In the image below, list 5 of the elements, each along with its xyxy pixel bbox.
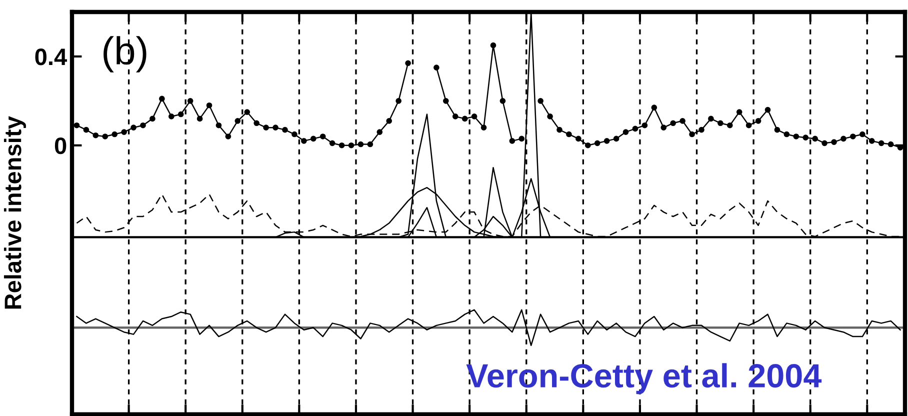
y-axis-title: Relative intensity: [4, 116, 26, 309]
y-tick-label: 0.4: [35, 48, 68, 66]
annotation: Veron-Cetty et al. 2004: [466, 363, 822, 394]
y-tick-label: 0: [54, 137, 66, 154]
annotation: (b): [104, 36, 146, 72]
